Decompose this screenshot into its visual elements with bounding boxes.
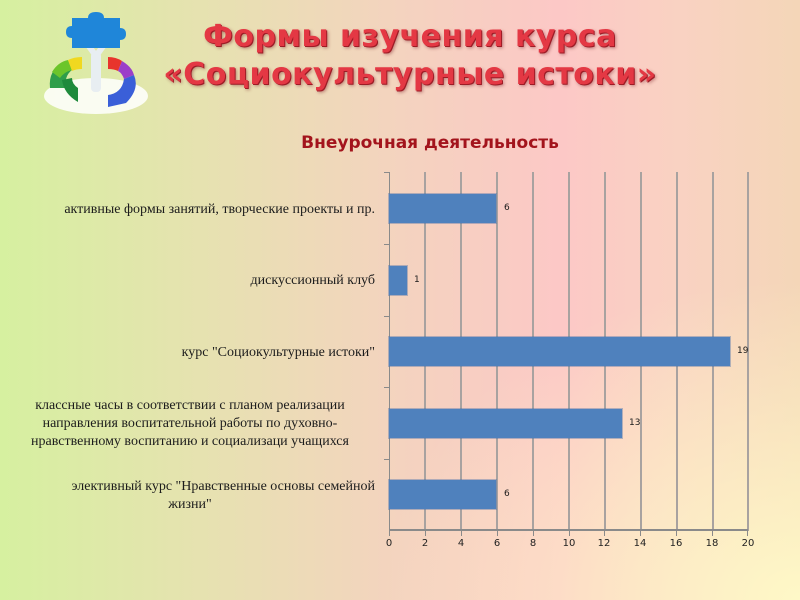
puzzle-person-icon (44, 12, 148, 114)
x-tick (425, 531, 426, 536)
x-tick-label: 10 (562, 538, 576, 549)
x-tick (676, 531, 677, 536)
bar-value-label: 1 (414, 275, 420, 285)
x-tick-label: 18 (705, 538, 719, 549)
y-tick (384, 459, 389, 460)
x-tick-label: 2 (421, 538, 429, 549)
x-tick-label: 14 (633, 538, 647, 549)
plot-area: 6 1 19 13 6 (384, 172, 749, 536)
y-tick (384, 244, 389, 245)
x-tick (497, 531, 498, 536)
x-tick-label: 12 (597, 538, 611, 549)
x-axis (389, 529, 748, 531)
chart-title: Внеурочная деятельность (301, 133, 559, 153)
x-tick (461, 531, 462, 536)
x-tick-label: 4 (457, 538, 465, 549)
x-tick-label: 6 (493, 538, 501, 549)
bar-value-label: 6 (504, 489, 510, 499)
x-tick-label: 20 (741, 538, 755, 549)
bar-elective-course (389, 480, 496, 509)
x-tick-label: 16 (669, 538, 683, 549)
x-tick (533, 531, 534, 536)
x-tick (389, 531, 390, 536)
bar-value-label: 6 (504, 203, 510, 213)
x-tick-label: 0 (385, 538, 393, 549)
x-tick-label: 8 (529, 538, 537, 549)
bar-active-forms (389, 194, 496, 223)
x-tick (747, 531, 748, 536)
bar-value-label: 13 (629, 418, 641, 428)
x-tick (640, 531, 641, 536)
y-tick (384, 316, 389, 317)
y-tick (384, 172, 389, 173)
category-label: дискуссионный клуб (250, 273, 375, 288)
slide-title-line1: Формы изучения курса (203, 19, 617, 54)
x-tick (712, 531, 713, 536)
category-label: курс "Социокультурные истоки" (181, 345, 375, 360)
y-tick (384, 387, 389, 388)
slide-title-line2: «Социокультурные истоки» (163, 57, 657, 92)
gridline (747, 172, 749, 531)
category-label: классные часы в соответствии с планом ре… (31, 398, 349, 449)
bar-discussion-club (389, 266, 407, 295)
category-label: активные формы занятий, творческие проек… (64, 202, 375, 217)
x-tick (604, 531, 605, 536)
bar-value-label: 19 (737, 346, 749, 356)
bar-class-hours (389, 409, 622, 438)
category-label: элективный курс "Нравственные основы сем… (71, 479, 375, 512)
x-tick (569, 531, 570, 536)
bar-sociocultural-course (389, 337, 730, 366)
slide-title: Формы изучения курса «Социокультурные ис… (150, 18, 670, 94)
